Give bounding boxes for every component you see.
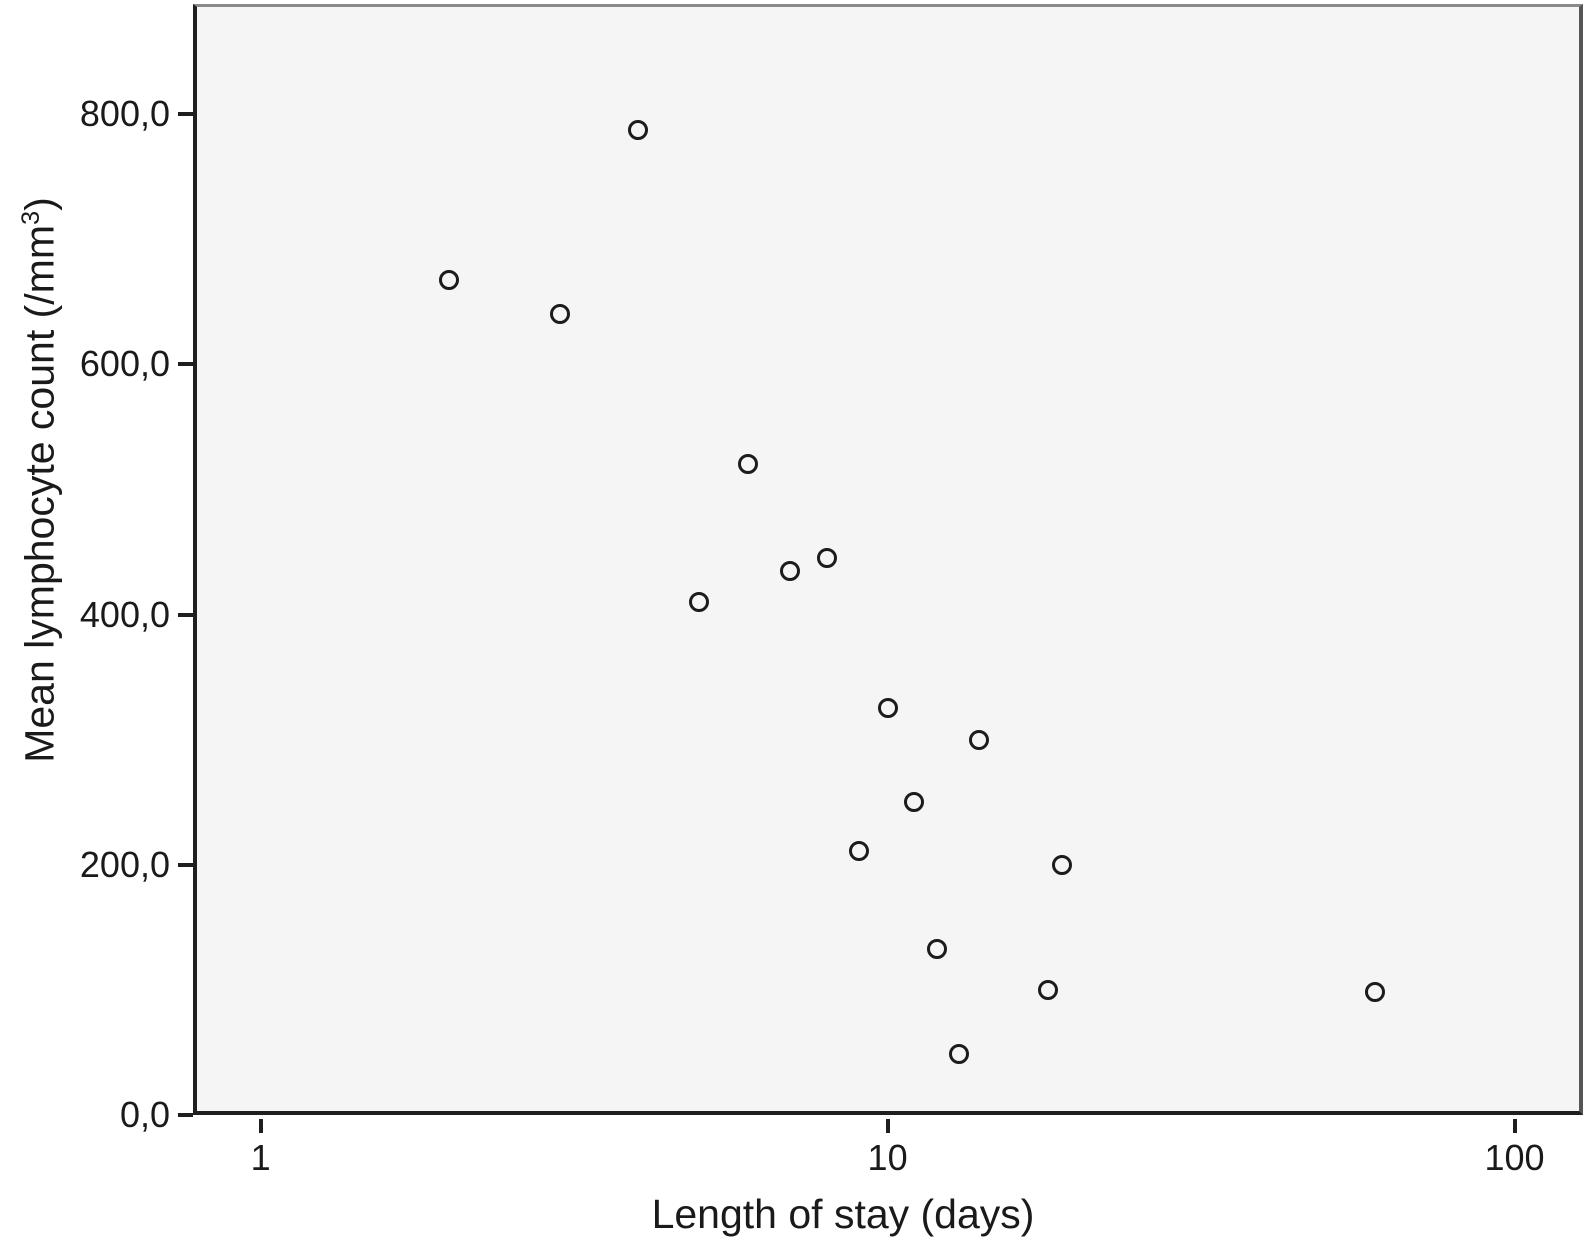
y-axis-title-suffix: ) <box>16 197 63 211</box>
data-point <box>628 120 649 141</box>
data-point <box>780 560 801 581</box>
y-axis-title-prefix: Mean lymphocyte count (/mm <box>16 225 63 763</box>
x-axis-title-text: Length of stay (days) <box>651 1191 1035 1237</box>
data-point <box>738 454 759 475</box>
y-axis-title-superscript: 3 <box>16 210 45 226</box>
data-point <box>688 592 709 613</box>
data-point <box>1052 854 1073 875</box>
y-tick-mark <box>178 1113 193 1117</box>
x-tick-label: 10 <box>867 1137 908 1178</box>
data-point <box>969 729 990 750</box>
y-tick-mark <box>178 112 193 117</box>
x-axis-title: Length of stay (days) <box>652 1191 1035 1238</box>
y-tick-mark <box>178 362 193 367</box>
y-tick-mark <box>178 612 193 617</box>
data-point <box>1037 979 1058 1000</box>
data-point <box>549 304 570 325</box>
data-point <box>439 270 460 291</box>
data-point <box>848 841 869 861</box>
x-tick-label: 100 <box>1484 1137 1545 1178</box>
y-tick-label: 0,0 <box>119 1094 170 1135</box>
y-axis-title: Mean lymphocyte count (/mm3) <box>17 197 64 763</box>
plot-area <box>193 4 1583 1115</box>
x-tick-label: 1 <box>250 1137 271 1178</box>
data-point <box>816 548 837 569</box>
plot-frame <box>193 4 1583 1115</box>
data-point <box>903 792 924 813</box>
y-tick-label: 400,0 <box>79 593 170 635</box>
x-tick-mark <box>885 1119 890 1133</box>
y-tick-label: 200,0 <box>79 843 170 885</box>
x-tick-mark <box>1512 1119 1517 1133</box>
points-layer <box>193 4 1583 1115</box>
data-point <box>927 938 948 959</box>
data-point <box>1365 982 1386 1003</box>
x-tick-mark <box>258 1119 263 1133</box>
y-tick-mark <box>178 862 193 867</box>
y-tick-label: 600,0 <box>79 343 170 385</box>
data-point <box>877 698 898 719</box>
data-point <box>949 1043 970 1064</box>
y-tick-label: 800,0 <box>79 93 170 135</box>
